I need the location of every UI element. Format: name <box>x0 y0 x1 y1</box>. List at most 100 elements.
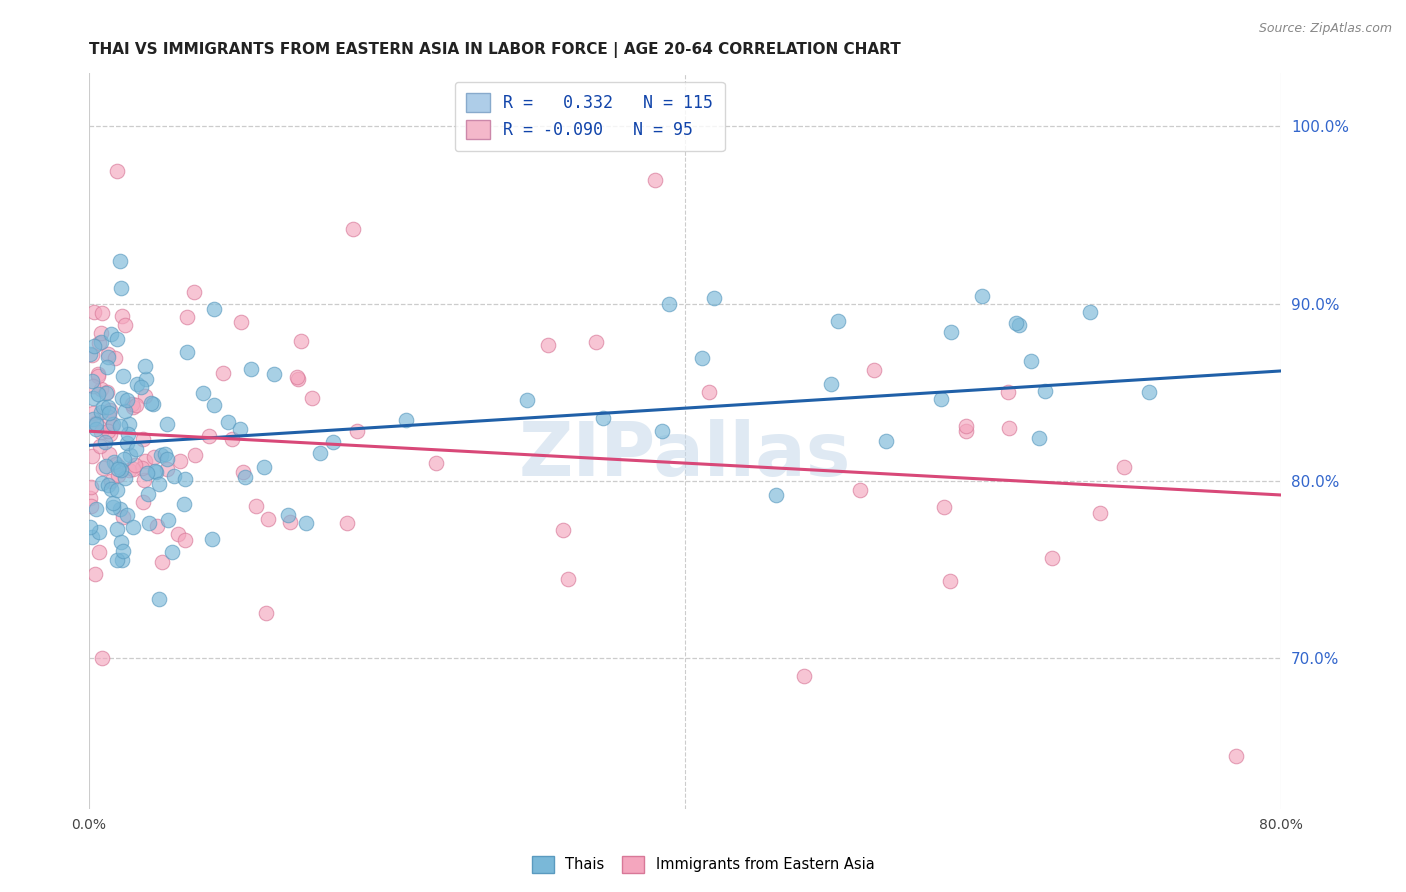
Point <box>86 416 108 430</box>
Point <box>146 519 169 533</box>
Point <box>1137 384 1160 399</box>
Point <box>294 516 316 531</box>
Point <box>1019 354 1042 368</box>
Point <box>82 391 104 405</box>
Legend: R =   0.332   N = 115, R = -0.090   N = 95: R = 0.332 N = 115, R = -0.090 N = 95 <box>454 81 724 151</box>
Point <box>173 497 195 511</box>
Point <box>117 508 139 522</box>
Point <box>111 552 134 566</box>
Point <box>80 449 103 463</box>
Point <box>201 533 224 547</box>
Point <box>118 463 141 477</box>
Point <box>110 534 132 549</box>
Point <box>120 448 142 462</box>
Point <box>278 515 301 529</box>
Point <box>80 500 103 514</box>
Point <box>100 327 122 342</box>
Point <box>1088 506 1111 520</box>
Point <box>863 362 886 376</box>
Point <box>121 397 143 411</box>
Point <box>121 462 143 476</box>
Point <box>101 500 124 514</box>
Point <box>301 392 323 406</box>
Point <box>191 386 214 401</box>
Point <box>108 460 131 475</box>
Point <box>105 483 128 497</box>
Point <box>101 496 124 510</box>
Point <box>997 384 1019 399</box>
Point <box>197 429 219 443</box>
Point <box>929 392 952 406</box>
Text: ZIPallas: ZIPallas <box>519 419 851 492</box>
Point <box>176 310 198 324</box>
Point <box>107 467 129 482</box>
Point <box>111 369 134 384</box>
Point <box>592 410 614 425</box>
Point <box>114 471 136 485</box>
Point <box>90 405 112 419</box>
Point <box>153 447 176 461</box>
Point <box>793 669 815 683</box>
Point <box>703 291 725 305</box>
Point <box>827 314 849 328</box>
Point <box>124 442 146 456</box>
Point <box>111 310 134 324</box>
Point <box>82 412 104 426</box>
Point <box>96 360 118 375</box>
Point <box>125 377 148 392</box>
Point <box>692 351 714 365</box>
Point <box>97 478 120 492</box>
Point <box>287 372 309 386</box>
Point <box>134 389 156 403</box>
Point <box>114 403 136 417</box>
Text: Source: ZipAtlas.com: Source: ZipAtlas.com <box>1258 22 1392 36</box>
Point <box>145 466 167 480</box>
Point <box>87 545 110 559</box>
Point <box>849 483 872 497</box>
Point <box>98 403 121 417</box>
Text: THAI VS IMMIGRANTS FROM EASTERN ASIA IN LABOR FORCE | AGE 20-64 CORRELATION CHAR: THAI VS IMMIGRANTS FROM EASTERN ASIA IN … <box>89 42 900 58</box>
Point <box>117 392 139 407</box>
Point <box>229 422 252 436</box>
Point <box>932 500 955 515</box>
Point <box>91 650 114 665</box>
Point <box>112 451 135 466</box>
Point <box>212 366 235 380</box>
Point <box>86 417 108 431</box>
Point <box>97 346 120 360</box>
Point <box>98 406 121 420</box>
Point <box>176 345 198 359</box>
Point <box>89 439 111 453</box>
Point <box>103 454 125 468</box>
Point <box>98 410 121 425</box>
Point <box>131 460 153 475</box>
Point <box>136 467 159 481</box>
Point <box>108 502 131 516</box>
Point <box>90 425 112 440</box>
Point <box>91 400 114 414</box>
Point <box>105 163 128 178</box>
Point <box>90 306 112 320</box>
Point <box>80 374 103 388</box>
Point <box>1008 318 1031 332</box>
Point <box>112 510 135 524</box>
Point <box>254 606 277 620</box>
Point <box>658 296 681 310</box>
Point <box>232 466 254 480</box>
Point <box>183 285 205 299</box>
Point <box>79 347 101 361</box>
Point <box>240 362 263 376</box>
Point <box>134 453 156 467</box>
Point <box>939 574 962 588</box>
Point <box>955 418 977 433</box>
Point <box>156 513 179 527</box>
Point <box>150 448 173 462</box>
Point <box>97 425 120 439</box>
Point <box>322 435 344 450</box>
Point <box>100 475 122 489</box>
Point <box>79 491 101 506</box>
Point <box>136 487 159 501</box>
Point <box>138 516 160 530</box>
Point <box>108 253 131 268</box>
Point <box>644 172 666 186</box>
